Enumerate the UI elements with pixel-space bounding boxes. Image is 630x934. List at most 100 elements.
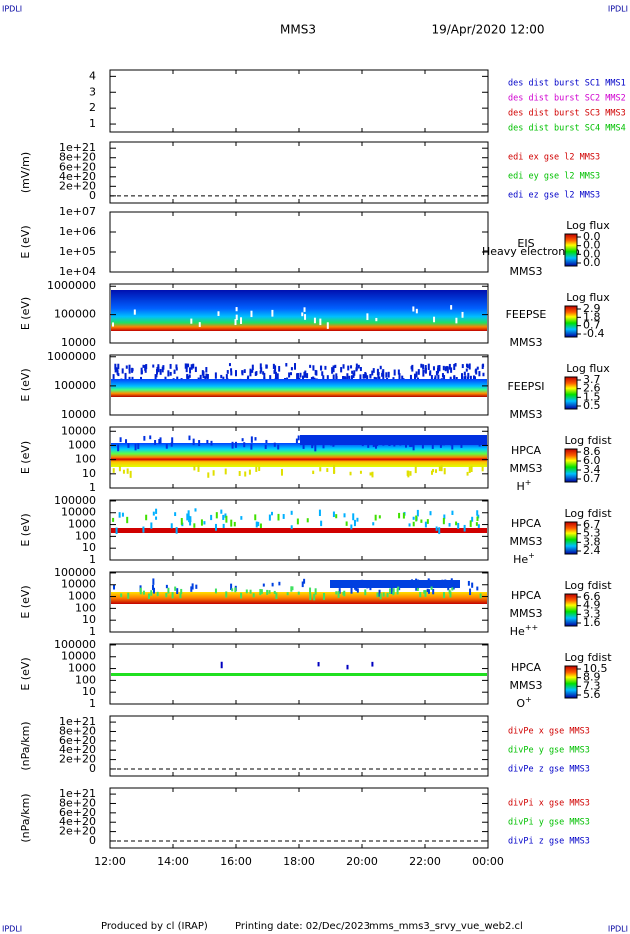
spectrogram-pixel (366, 313, 369, 321)
spectrogram-pixel (159, 368, 162, 375)
spectrogram-pixel (167, 587, 170, 594)
species-charge: + (525, 695, 532, 704)
spectrogram-pixel (197, 465, 200, 472)
spectrogram-pixel (200, 519, 203, 526)
colorbar (564, 305, 578, 338)
spectrogram-pixel (272, 363, 275, 370)
spectrogram-pixel (412, 306, 415, 312)
spectrogram-pixel (122, 469, 125, 474)
spectrogram-pixel (190, 586, 193, 592)
y-tick-label: 6e+20 (59, 160, 96, 173)
spectrogram-pixel (463, 524, 466, 532)
spectrogram-pixel (448, 363, 451, 370)
spectrogram-pixel (309, 364, 312, 368)
spectrogram-pixel (338, 438, 341, 443)
y-tick-label: 1e+21 (59, 141, 96, 154)
spectrogram-pixel (414, 466, 417, 474)
spectrogram-pixel (259, 363, 262, 370)
spectrogram-pixel (117, 373, 120, 377)
spectrogram-pixel (443, 375, 446, 381)
spectrogram-pixel (453, 376, 456, 382)
y-tick-label: 1000 (68, 438, 96, 451)
species-label: H+ (517, 478, 532, 494)
spectrogram-pixel (402, 512, 405, 519)
spectrogram-pixel (362, 374, 365, 379)
spectrogram-pixel (451, 587, 454, 591)
spectrogram-band (111, 443, 487, 467)
spectrogram-pixel (302, 375, 305, 381)
y-tick-label: 10 (82, 685, 96, 698)
spectrogram-pixel (262, 371, 265, 375)
spectrogram-pixel (444, 579, 447, 583)
spectrogram-pixel (472, 375, 475, 380)
y-tick-label: 1000 (68, 518, 96, 531)
spectrogram-pixel (233, 521, 236, 527)
spectrogram-pixel (206, 439, 209, 444)
spectrogram-pixel (375, 317, 378, 322)
spectrogram-pixel (187, 363, 190, 368)
x-tick-label: 22:00 (409, 855, 441, 868)
spectrogram-pixel (199, 374, 202, 380)
colorbar-label: 5.6 (583, 688, 601, 701)
spectrogram-pixel (156, 591, 159, 597)
spectrogram-pixel (335, 373, 338, 379)
spectrogram-pixel (273, 442, 276, 447)
spectrogram-pixel (251, 364, 254, 371)
spectrogram-pixel (356, 517, 359, 522)
spectrogram-pixel (410, 439, 413, 447)
spectrogram-pixel (303, 307, 306, 312)
spectrogram-pixel (427, 578, 430, 584)
spectrogram-pixel (140, 367, 143, 375)
spectrogram-pixel (447, 584, 450, 591)
spectrogram-pixel (188, 374, 191, 378)
colorbar-title: Log flux (566, 291, 610, 304)
spectrogram-pixel (214, 523, 217, 531)
spectrogram-pixel (377, 373, 380, 379)
spectrogram-pixel (342, 364, 345, 369)
y-tick-label: 10000 (61, 506, 96, 519)
spectrogram-pixel (410, 579, 413, 585)
spectrogram-pixel (432, 366, 435, 371)
spectrogram-pixel (401, 375, 404, 382)
spectrogram-pixel (479, 593, 482, 599)
spectrogram-pixel (333, 467, 336, 474)
spectrogram-pixel (175, 527, 178, 534)
spectrogram-pixel (306, 435, 309, 441)
spectrogram-pixel (437, 367, 440, 374)
spectrogram-pixel (185, 363, 188, 369)
y-tick-label: 10000 (61, 336, 96, 349)
colorbar-label: 5.3 (583, 527, 601, 540)
spectrogram-pixel (426, 519, 429, 524)
spectrogram-pixel (378, 515, 381, 519)
spectrogram-pixel (277, 444, 280, 450)
spectrogram-pixel (270, 511, 273, 516)
spectrogram-pixel (155, 516, 158, 520)
colorbar-label: 0.0 (583, 247, 601, 260)
instrument-label: MMS3 (510, 679, 543, 692)
spectrogram-pixel (463, 376, 466, 382)
instrument-label: MMS3 (510, 535, 543, 548)
spectrogram-pixel (119, 437, 122, 443)
spectrogram-pixel (312, 365, 315, 371)
spectrogram-band (111, 528, 487, 533)
spectrogram-band (330, 580, 460, 588)
spectrogram-pixel (150, 522, 153, 529)
y-tick-label: 2e+20 (59, 825, 96, 838)
spectrogram-pixel (378, 589, 381, 597)
legend-entry: des dist burst SC4 MMS4 (508, 124, 626, 134)
spectrogram-pixel (194, 508, 197, 512)
spectrogram-pixel (372, 368, 375, 373)
y-axis-label: (mV/m) (19, 152, 32, 193)
spectrogram-pixel (371, 661, 374, 667)
spectrogram-pixel (469, 375, 472, 382)
y-tick-label: 8e+20 (59, 796, 96, 809)
spectrogram-pixel (234, 319, 237, 326)
spectrogram-pixel (249, 370, 252, 377)
spectrogram-pixel (322, 435, 325, 440)
spectrogram-pixel (265, 364, 268, 369)
y-tick-label: 4e+20 (59, 170, 96, 183)
spectrogram-pixel (149, 435, 152, 440)
spectrogram-pixel (288, 372, 291, 378)
spectrogram-pixel (385, 372, 388, 378)
spectrogram-pixel (314, 588, 317, 595)
